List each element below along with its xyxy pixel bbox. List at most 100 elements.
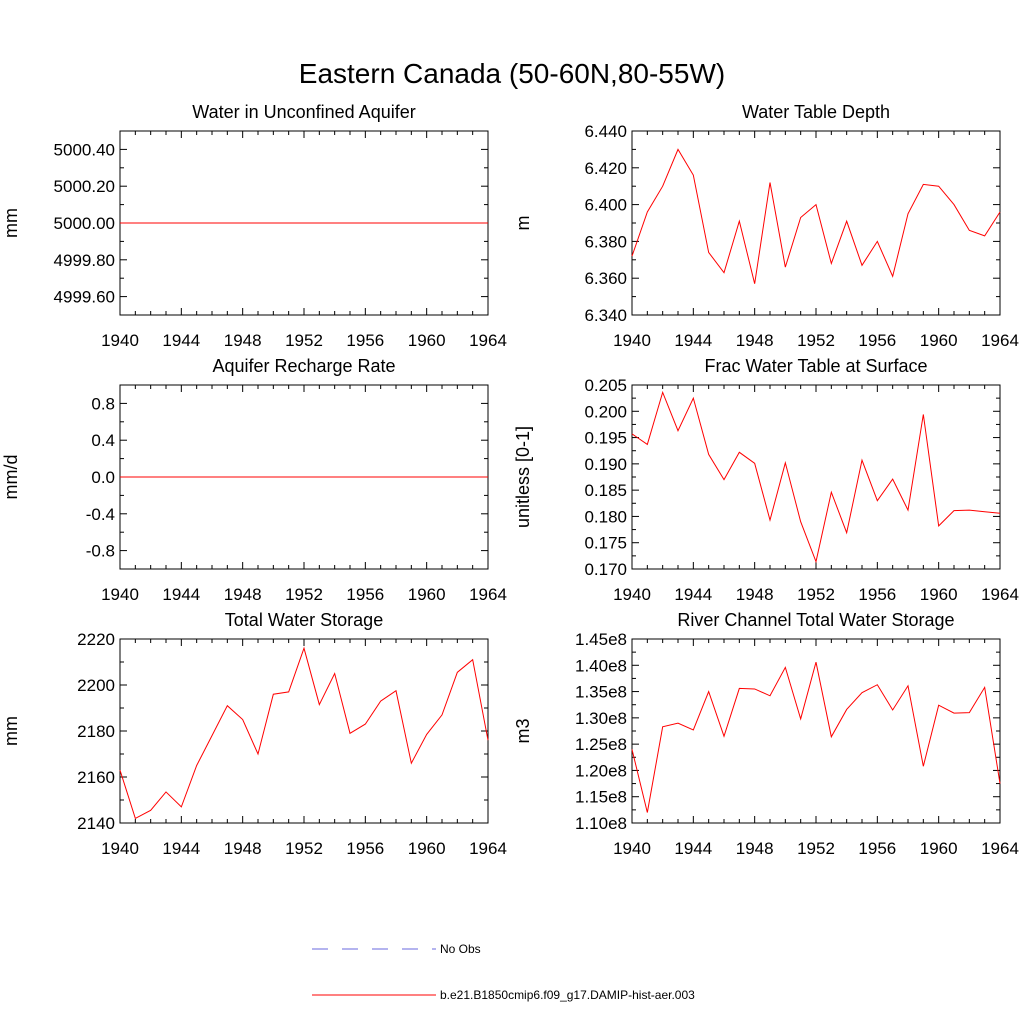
x-tick-label: 1944 xyxy=(162,585,200,604)
x-tick-label: 1964 xyxy=(981,585,1019,604)
x-tick-label: 1944 xyxy=(674,331,712,350)
x-tick-label: 1940 xyxy=(101,839,139,858)
x-tick-label: 1960 xyxy=(408,331,446,350)
panel-title: Total Water Storage xyxy=(225,610,383,630)
y-axis-label: m3 xyxy=(513,718,533,743)
plot-frame xyxy=(631,384,1001,570)
y-tick-label: 6.360 xyxy=(584,269,627,288)
x-tick-label: 1952 xyxy=(797,839,835,858)
y-axis-label: mm/d xyxy=(1,455,21,500)
panel-title: Water Table Depth xyxy=(742,102,890,122)
y-tick-label: 2180 xyxy=(77,722,115,741)
x-tick-label: 1948 xyxy=(224,331,262,350)
x-tick-label: 1956 xyxy=(858,331,896,350)
x-tick-label: 1956 xyxy=(346,839,384,858)
y-axis-label: mm xyxy=(1,716,21,746)
y-tick-label: 4999.80 xyxy=(54,251,115,270)
y-tick-label: 1.10e8 xyxy=(575,814,627,833)
x-tick-label: 1940 xyxy=(613,839,651,858)
y-tick-label: 6.340 xyxy=(584,306,627,325)
y-tick-label: 6.380 xyxy=(584,232,627,251)
chart-panel-6: River Channel Total Water Storage m3 1940 1… xyxy=(513,610,1019,858)
chart-panel-1: Water in Unconfined Aquifer mm 1940 1944 194… xyxy=(1,102,507,350)
x-tick-label: 1960 xyxy=(920,331,958,350)
plot-frame xyxy=(631,638,1001,824)
x-tick-label: 1960 xyxy=(408,839,446,858)
y-axis-label: mm xyxy=(1,208,21,238)
y-tick-label: 1.20e8 xyxy=(575,761,627,780)
chart-panel-4: Frac Water Table at Surface unitless [0-1… xyxy=(513,356,1019,604)
x-tick-label: 1940 xyxy=(101,585,139,604)
y-tick-label: 2140 xyxy=(77,814,115,833)
chart-panel-3: Aquifer Recharge Rate mm/d 1940 1944 1948 195… xyxy=(1,356,507,604)
y-tick-label: 0.0 xyxy=(91,468,115,487)
panel-title: Water in Unconfined Aquifer xyxy=(192,102,415,122)
y-tick-label: 0.175 xyxy=(584,534,627,553)
x-tick-label: 1964 xyxy=(469,585,507,604)
x-tick-label: 1948 xyxy=(736,331,774,350)
x-tick-label: 1940 xyxy=(101,331,139,350)
x-tick-label: 1944 xyxy=(674,839,712,858)
plot-frame xyxy=(119,638,489,824)
x-tick-label: 1944 xyxy=(162,331,200,350)
panels: Water in Unconfined Aquifer mm 1940 1944 194… xyxy=(1,102,1019,858)
series-line xyxy=(631,148,1001,284)
y-tick-label: 0.205 xyxy=(584,376,627,395)
y-tick-label: 0.190 xyxy=(584,455,627,474)
y-axis-label: unitless [0-1] xyxy=(513,426,533,528)
legend: No Obs b.e21.B1850cmip6.f09_g17.DAMIP-hi… xyxy=(312,942,695,1002)
legend-model-label: b.e21.B1850cmip6.f09_g17.DAMIP-hist-aer.… xyxy=(440,988,695,1002)
panel-title: Frac Water Table at Surface xyxy=(704,356,927,376)
x-tick-label: 1956 xyxy=(858,585,896,604)
x-tick-label: 1956 xyxy=(346,585,384,604)
y-tick-label: 0.200 xyxy=(584,402,627,421)
x-tick-label: 1952 xyxy=(285,839,323,858)
y-tick-label: 2200 xyxy=(77,676,115,695)
x-tick-label: 1948 xyxy=(736,585,774,604)
y-tick-label: 4999.60 xyxy=(54,288,115,307)
x-tick-label: 1952 xyxy=(285,331,323,350)
series-line xyxy=(631,661,1001,813)
y-tick-label: 0.185 xyxy=(584,481,627,500)
x-tick-label: 1948 xyxy=(736,839,774,858)
y-tick-label: 0.195 xyxy=(584,429,627,448)
y-tick-label: 6.420 xyxy=(584,159,627,178)
y-tick-label: 0.8 xyxy=(91,394,115,413)
panel-title: River Channel Total Water Storage xyxy=(677,610,954,630)
x-tick-label: 1964 xyxy=(981,331,1019,350)
legend-obs-label: No Obs xyxy=(440,942,481,956)
figure-title: Eastern Canada (50-60N,80-55W) xyxy=(299,58,725,89)
y-tick-label: -0.8 xyxy=(86,542,115,561)
panel-title: Aquifer Recharge Rate xyxy=(212,356,395,376)
x-tick-label: 1948 xyxy=(224,839,262,858)
x-tick-label: 1940 xyxy=(613,585,651,604)
x-tick-label: 1956 xyxy=(858,839,896,858)
y-tick-label: -0.4 xyxy=(86,505,115,524)
x-tick-label: 1948 xyxy=(224,585,262,604)
x-tick-label: 1964 xyxy=(981,839,1019,858)
y-tick-label: 2220 xyxy=(77,630,115,649)
series-line xyxy=(119,646,489,820)
chart-panel-2: Water Table Depth m 1940 1944 1948 1952 1956 19… xyxy=(513,102,1019,350)
y-tick-label: 6.440 xyxy=(584,122,627,141)
x-tick-label: 1952 xyxy=(797,585,835,604)
y-tick-label: 0.180 xyxy=(584,507,627,526)
y-tick-label: 5000.40 xyxy=(54,140,115,159)
y-tick-label: 2160 xyxy=(77,768,115,787)
series-line xyxy=(631,390,1001,564)
y-tick-label: 6.400 xyxy=(584,196,627,215)
chart-panel-5: Total Water Storage mm 1940 1944 1948 1952 195… xyxy=(1,610,507,858)
x-tick-label: 1952 xyxy=(797,331,835,350)
y-tick-label: 0.4 xyxy=(91,431,115,450)
y-tick-label: 5000.20 xyxy=(54,177,115,196)
x-tick-label: 1960 xyxy=(920,585,958,604)
y-tick-label: 1.30e8 xyxy=(575,709,627,728)
x-tick-label: 1940 xyxy=(613,331,651,350)
y-axis-label: m xyxy=(513,216,533,231)
plot-frame xyxy=(631,130,1001,316)
y-tick-label: 1.35e8 xyxy=(575,683,627,702)
x-tick-label: 1964 xyxy=(469,331,507,350)
y-tick-label: 1.45e8 xyxy=(575,630,627,649)
x-tick-label: 1952 xyxy=(285,585,323,604)
